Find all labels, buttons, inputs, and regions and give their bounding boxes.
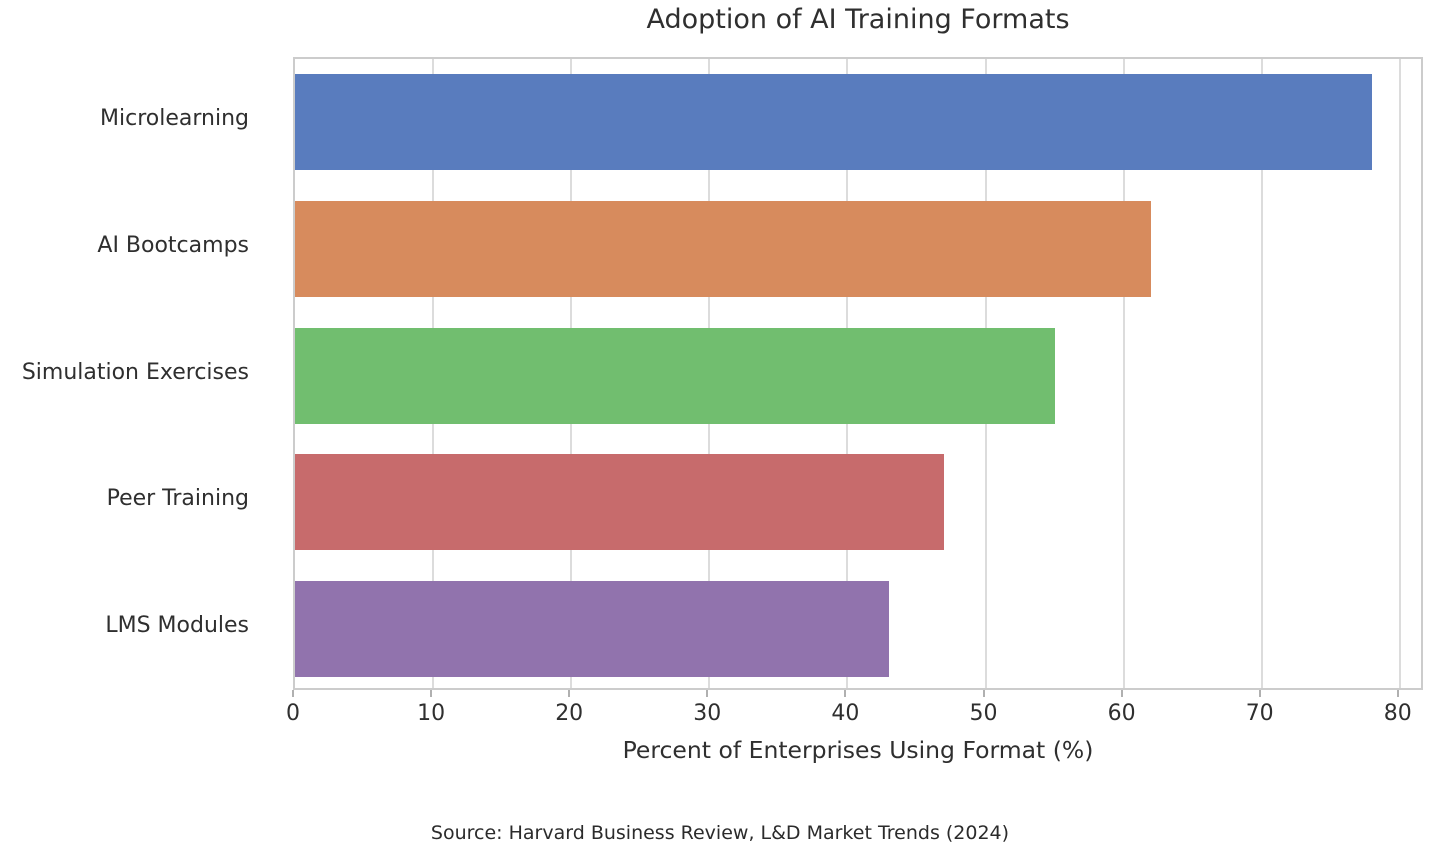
- category-label-ai-bootcamps: AI Bootcamps: [97, 232, 249, 258]
- category-label-lms-modules: LMS Modules: [105, 612, 249, 638]
- source-note: Source: Harvard Business Review, L&D Mar…: [430, 822, 1010, 844]
- category-label-microlearning: Microlearning: [100, 106, 249, 132]
- x-tick-mark-20: [568, 690, 571, 697]
- bar-ai-bootcamps: [295, 200, 1152, 297]
- x-tick-label-50: 50: [969, 701, 998, 726]
- bar-microlearning: [295, 74, 1373, 171]
- x-tick-mark-80: [1396, 690, 1399, 697]
- x-tick-label-20: 20: [555, 701, 584, 726]
- bar-lms-modules: [295, 580, 889, 677]
- x-tick-label-40: 40: [831, 701, 860, 726]
- x-tick-mark-70: [1258, 690, 1261, 697]
- x-tick-mark-30: [706, 690, 709, 697]
- x-tick-label-30: 30: [693, 701, 722, 726]
- x-tick-mark-50: [982, 690, 985, 697]
- x-tick-mark-60: [1120, 690, 1123, 697]
- x-axis-label: Percent of Enterprises Using Format (%): [622, 736, 1094, 764]
- x-tick-label-0: 0: [286, 701, 300, 726]
- x-tick-label-80: 80: [1383, 701, 1412, 726]
- x-tick-mark-0: [292, 690, 294, 697]
- chart-title: Adoption of AI Training Formats: [646, 4, 1070, 35]
- bar-peer-training: [295, 454, 945, 551]
- gridline-x-80: [1398, 59, 1401, 688]
- plot-area: [293, 57, 1423, 690]
- x-tick-label-70: 70: [1245, 701, 1274, 726]
- category-label-peer-training: Peer Training: [106, 486, 249, 512]
- x-tick-mark-10: [430, 690, 433, 697]
- x-tick-mark-40: [844, 690, 847, 697]
- x-tick-label-10: 10: [417, 701, 446, 726]
- gridline-x-60: [1122, 59, 1125, 688]
- x-tick-label-60: 60: [1107, 701, 1136, 726]
- gridline-x-70: [1260, 59, 1263, 688]
- bar-simulation-exercises: [295, 327, 1055, 424]
- category-label-simulation-exercises: Simulation Exercises: [21, 359, 249, 385]
- y-axis-category-labels: Microlearning AI Bootcamps Simulation Exer…: [0, 57, 271, 690]
